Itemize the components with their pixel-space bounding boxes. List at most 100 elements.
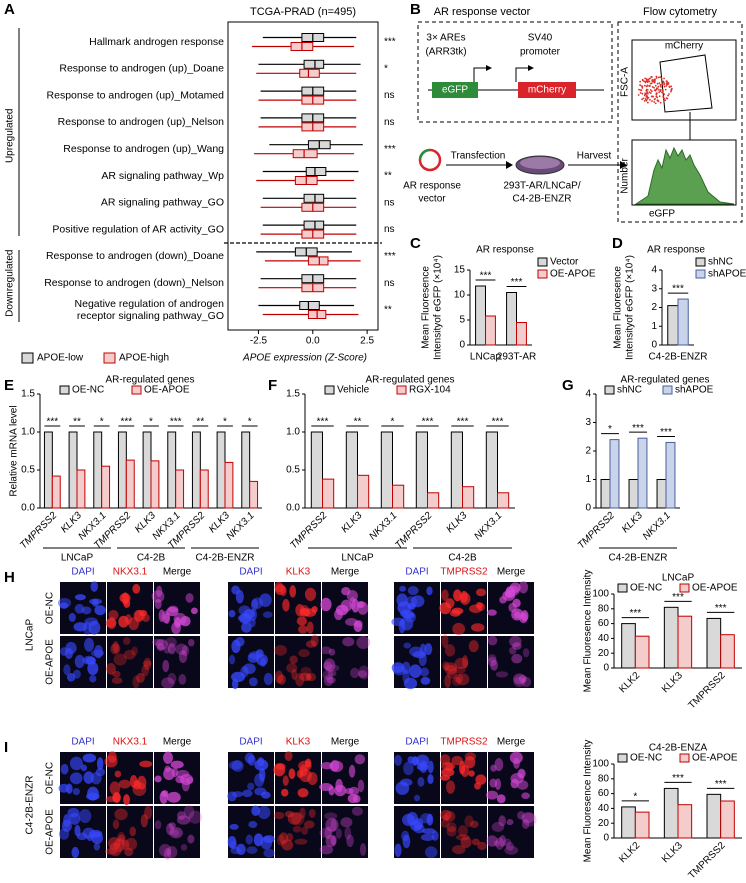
cell (131, 646, 138, 656)
cell (516, 780, 529, 790)
cell (499, 596, 507, 604)
y-tick-label: 15 (454, 265, 466, 276)
cytometry-event (652, 95, 655, 98)
cell (307, 672, 317, 682)
cell (300, 666, 312, 676)
column-label: Merge (331, 737, 360, 748)
cell (246, 846, 258, 854)
cell (498, 815, 506, 827)
cell (163, 646, 171, 654)
cell (440, 809, 452, 821)
cell (409, 646, 423, 657)
legend-swatch (59, 385, 70, 395)
box-body (305, 167, 327, 176)
significance: *** (457, 417, 469, 428)
legend-label: OE-NC (72, 385, 104, 396)
cell (347, 793, 358, 804)
bar (516, 322, 527, 346)
bar (720, 634, 735, 669)
bar (634, 811, 650, 839)
cell (493, 840, 500, 847)
cell (158, 843, 172, 857)
promoter-arrow (473, 67, 486, 82)
cell (167, 643, 176, 655)
legend-label: OE-NC (630, 753, 662, 764)
cell (334, 609, 343, 621)
bar (677, 298, 689, 346)
column-label: TMPRSS2 (440, 737, 488, 748)
cell (325, 834, 336, 848)
cell (353, 620, 363, 633)
vector-label: vector (418, 194, 446, 205)
significance: * (384, 63, 388, 74)
cell (274, 670, 284, 684)
cytometry-event (646, 92, 649, 95)
cytometry-event (641, 98, 643, 101)
cell (190, 607, 198, 615)
flow-axis-label: Number (620, 158, 631, 194)
cell (490, 764, 497, 772)
cell (241, 622, 252, 633)
cell (89, 675, 97, 683)
cell (341, 586, 351, 596)
cell (176, 815, 191, 825)
cell (124, 847, 134, 857)
cytometry-event (648, 80, 651, 83)
cell (279, 832, 289, 845)
cytometry-event (670, 85, 673, 88)
box-body (303, 220, 325, 230)
cell (319, 827, 333, 839)
cell (110, 643, 121, 655)
flow-box (617, 21, 743, 223)
legend-swatch (695, 257, 706, 267)
cytometry-event (650, 76, 653, 78)
cell (121, 592, 129, 605)
box-body (307, 256, 329, 266)
cell (407, 586, 419, 596)
cell (178, 673, 187, 685)
group-label: LNCaP (341, 553, 374, 564)
cell (259, 767, 266, 782)
cytometry-event (649, 89, 652, 91)
cell (78, 809, 92, 823)
y-tick-label: 1.0 (286, 427, 300, 438)
y-tick-label: 20 (598, 648, 610, 659)
cell (424, 846, 438, 859)
cell (132, 583, 141, 594)
cell (475, 588, 487, 597)
legend-label: OE-APOE (550, 269, 596, 280)
y-tick-label: 0 (459, 340, 465, 351)
cell (162, 659, 170, 673)
cell (179, 773, 194, 786)
cell (274, 644, 287, 656)
cell (104, 848, 118, 855)
row-label: OE-APOE (45, 809, 56, 855)
cell (442, 661, 450, 671)
cell (291, 811, 305, 826)
micrograph (107, 806, 153, 858)
cell (96, 757, 104, 771)
cell (453, 673, 464, 684)
cell (451, 676, 462, 686)
panel-label: A (4, 1, 15, 18)
box-body (303, 59, 325, 69)
cytometry-event (663, 97, 666, 100)
cell (464, 752, 477, 761)
x-tick-label: C4-2B-ENZR (649, 352, 708, 363)
cytometry-event (651, 80, 654, 82)
cell (187, 834, 195, 844)
bar (249, 480, 259, 509)
y-tick-label: 5 (459, 315, 465, 326)
legend-swatch (679, 583, 690, 593)
significance: *** (715, 603, 727, 614)
cell (394, 754, 402, 766)
cells-label: 293T-AR/LNCaP/ (503, 181, 580, 192)
cell (340, 817, 353, 828)
cell (460, 765, 470, 777)
cell (521, 818, 530, 830)
cell (129, 826, 137, 837)
significance: * (608, 424, 612, 435)
cell (322, 669, 334, 681)
cell (505, 841, 514, 851)
cell (294, 838, 308, 845)
